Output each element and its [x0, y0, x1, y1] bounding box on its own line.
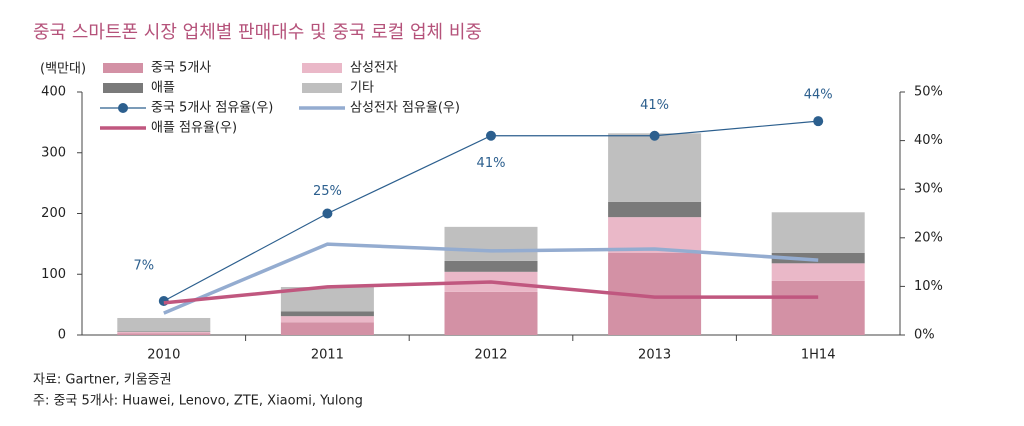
bar-segment	[771, 252, 865, 264]
bar-segment	[117, 331, 211, 334]
legend-label: 기타	[350, 81, 374, 96]
data-label: 44%	[804, 88, 833, 103]
bar-segment	[117, 317, 211, 332]
legend-label: 중국 5개사	[151, 61, 211, 76]
bar-segment	[280, 311, 374, 317]
y2-tick-label: 50%	[914, 85, 943, 100]
x-tick-label: 2010	[147, 348, 180, 363]
legend-label: 중국 5개사 점유율(우)	[151, 101, 273, 116]
line-marker	[322, 208, 333, 219]
legend-marker	[118, 103, 128, 113]
y2-tick-label: 0%	[914, 328, 935, 343]
x-tick-label: 2011	[311, 348, 344, 363]
legend-swatch	[103, 63, 143, 73]
y2-tick-label: 30%	[914, 182, 943, 197]
bar-segment	[444, 226, 538, 261]
y-tick-label: 100	[41, 267, 66, 282]
y-tick-label: 400	[41, 85, 66, 100]
y2-tick-label: 10%	[914, 279, 943, 294]
bar-segment	[444, 291, 538, 335]
chart-title: 중국 스마트폰 시장 업체별 판매대수 및 중국 로컬 업체 비중	[33, 22, 482, 43]
bar-segment	[280, 316, 374, 323]
data-label: 25%	[313, 184, 342, 199]
bar-segment	[608, 133, 702, 202]
y-tick-label: 300	[41, 145, 66, 160]
line-marker	[649, 130, 660, 141]
data-label: 41%	[477, 156, 506, 171]
y-tick-label: 0	[58, 328, 66, 343]
legend-swatch	[103, 83, 143, 93]
legend-swatch	[302, 63, 342, 73]
bar-segment	[771, 263, 865, 281]
bar-segment	[117, 333, 211, 335]
x-tick-label: 1H14	[801, 348, 836, 363]
line-marker	[486, 130, 496, 141]
y-axis-label: (백만대)	[40, 62, 86, 77]
bar-segment	[117, 331, 211, 332]
y2-tick-label: 40%	[914, 133, 943, 148]
bar-segment	[608, 201, 702, 218]
bar-segment	[280, 322, 374, 335]
y-tick-label: 200	[41, 206, 66, 221]
line-marker	[813, 116, 824, 127]
bar-segment	[771, 280, 865, 335]
legend-label: 애플 점유율(우)	[151, 121, 237, 136]
footnote: 주: 중국 5개사: Huawei, Lenovo, ZTE, Xiaomi, …	[33, 394, 363, 409]
data-label: 41%	[640, 98, 669, 113]
x-tick-label: 2012	[474, 348, 507, 363]
x-tick-label: 2013	[638, 348, 671, 363]
y2-tick-label: 20%	[914, 230, 943, 245]
bar-segment	[444, 260, 538, 272]
legend-swatch	[302, 83, 342, 93]
data-label: 7%	[133, 258, 154, 273]
legend-label: 삼성전자 점유율(우)	[350, 101, 460, 116]
line	[163, 280, 819, 305]
bar-segment	[771, 212, 865, 253]
legend-label: 삼성전자	[350, 61, 398, 76]
source-note: 자료: Gartner, 키움증권	[33, 373, 172, 388]
legend-label: 애플	[151, 81, 175, 96]
bar-segment	[608, 217, 702, 253]
line	[163, 242, 819, 315]
